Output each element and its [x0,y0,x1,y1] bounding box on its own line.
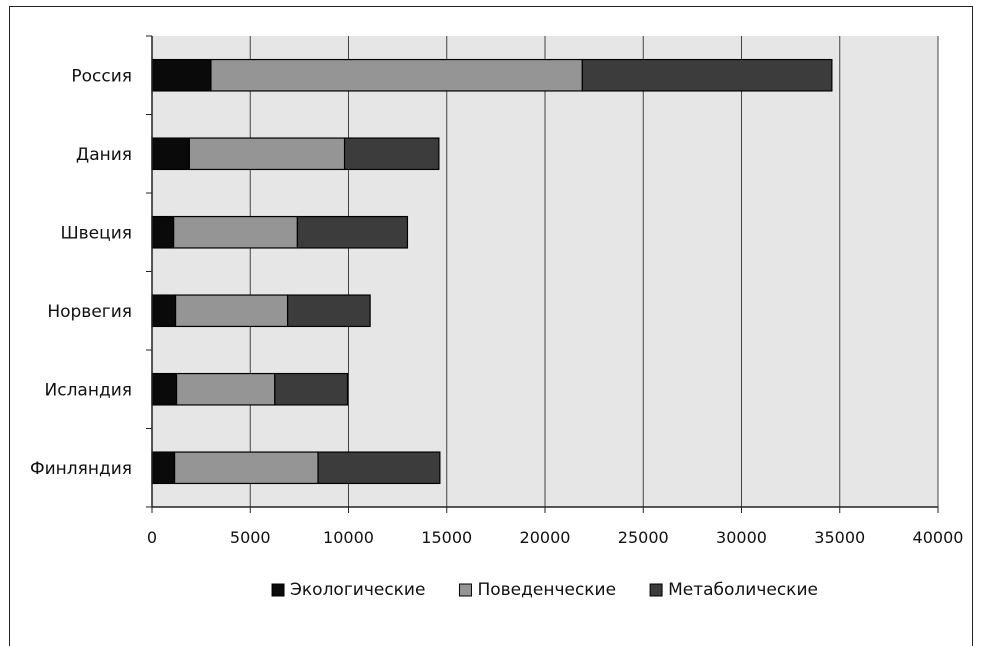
bar-segment [296,215,409,249]
category-label: Норвегия [47,302,132,322]
x-tick-label: 25000 [618,528,669,547]
bar-segment [151,294,177,328]
bars-group [151,58,833,485]
x-tick-label: 5000 [230,528,271,547]
x-tick-label: 10000 [323,528,374,547]
stacked-bar-chart: Россия Дания Швеция Норвегия Исландия Финлянд… [30,35,964,600]
legend-swatch [271,583,285,597]
bar-segment [581,58,833,92]
category-label: Швеция [60,223,132,243]
bar-segment [151,451,176,485]
bar-segment [151,372,178,406]
legend-swatch [458,583,472,597]
category-label: Дания [76,145,132,165]
bar-segment [343,137,440,171]
legend-swatch [649,583,663,597]
bar-segment [151,58,212,92]
category-label: Исландия [45,380,133,400]
bar-segment [317,451,441,485]
legend-label: Экологические [290,580,425,600]
legend-label: Метаболические [668,580,818,600]
gridlines [249,36,939,507]
bar-segment [210,58,583,92]
bar-segment [174,294,289,328]
legend: Экологические Поведенческие Метаболические [271,580,818,600]
x-tick-label: 0 [147,528,157,547]
bar-segment [151,215,175,249]
bar-segment [274,372,349,406]
tick-labels: 0 5000 10000 15000 20000 25000 30000 35000 40000 [147,528,964,547]
category-label: Финляндия [30,459,132,479]
x-tick-label: 40000 [913,528,964,547]
bar-segment [175,372,276,406]
x-tick-label: 20000 [520,528,571,547]
legend-label: Поведенческие [477,580,616,600]
bar-segment [173,451,319,485]
chart-frame [9,6,973,646]
x-tick-label: 30000 [716,528,767,547]
bar-segment [173,215,299,249]
bar-segment [188,137,346,171]
x-tick-label: 15000 [421,528,472,547]
category-labels: Россия Дания Швеция Норвегия Исландия Финлянд… [30,66,132,479]
bar-segment [286,294,371,328]
bar-segment [151,137,190,171]
category-label: Россия [71,66,132,86]
x-tick-label: 35000 [814,528,865,547]
axes-group [146,35,939,513]
